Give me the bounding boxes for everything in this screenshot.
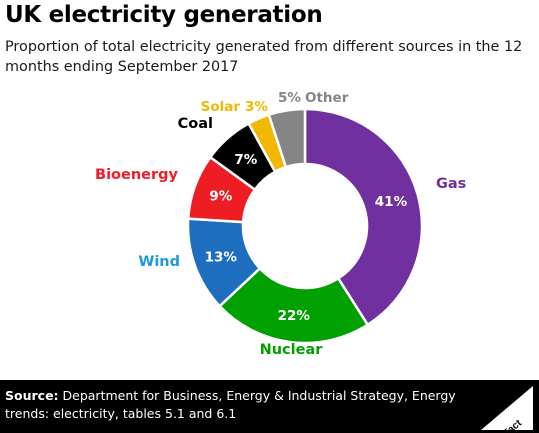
name-label-gas: Gas [436, 176, 466, 192]
source-text: Department for Business, Energy & Indust… [5, 388, 456, 421]
name-label-bioenergy: Bioenergy [95, 167, 179, 183]
chart-subtitle: Proportion of total electricity generate… [5, 39, 523, 75]
slice-other [267, 107, 307, 169]
source-label: Source: [5, 388, 59, 403]
donut-chart: 41% Gas 22% Nuclear 13% Wind 9% Bioenergy 7% Coal… [95, 90, 466, 358]
value-label-gas: 41% [375, 194, 408, 210]
value-label-other: 5% [278, 90, 301, 106]
name-label-solar: Solar [201, 99, 241, 115]
value-label-bioenergy: 9% [209, 189, 232, 205]
name-label-nuclear: Nuclear [260, 342, 324, 358]
full-fact-logo: Full Fact [481, 386, 533, 430]
source-footer: Source: Department for Business, Energy … [0, 380, 539, 433]
value-label-nuclear: 22% [278, 308, 311, 324]
name-label-other: Other [305, 90, 349, 106]
value-label-coal: 7% [234, 152, 257, 168]
value-label-solar: 3% [245, 99, 268, 115]
value-label-wind: 13% [205, 249, 238, 265]
source-note: Source: Department for Business, Energy … [5, 387, 475, 423]
slice-gas [303, 107, 424, 327]
chart-title: UK electricity generation [5, 2, 323, 28]
name-label-coal: Coal [178, 116, 213, 132]
name-label-wind: Wind [138, 254, 180, 270]
